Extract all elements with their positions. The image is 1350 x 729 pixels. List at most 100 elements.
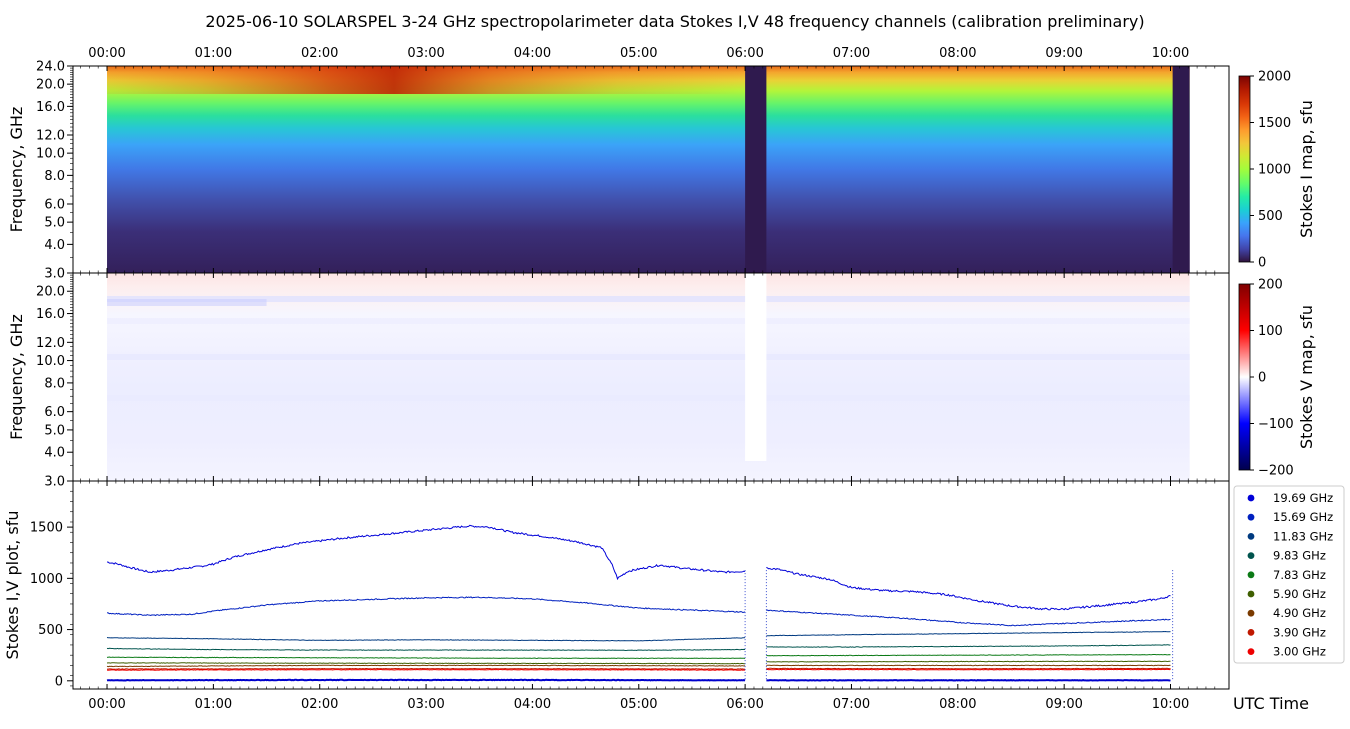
stokes-v-tick-label: 5.0 xyxy=(44,423,65,438)
stokes-i-tick-label: 5.0 xyxy=(44,216,65,231)
stokes-i-colorbar-tick-label: 1000 xyxy=(1258,163,1291,178)
legend-marker xyxy=(1248,629,1255,636)
stokes-v-tick-label: 4.0 xyxy=(44,446,65,461)
line-plot-time-label-bottom: 10:00 xyxy=(1152,697,1189,712)
series-line-11-83-GHz-seg-1 xyxy=(766,632,1170,636)
stokes-i-colorbar-tick-label: 2000 xyxy=(1258,70,1291,85)
legend-marker xyxy=(1248,591,1255,598)
line-plot-time-label-bottom: 00:00 xyxy=(88,697,125,712)
series-line-19-69-GHz-seg-0 xyxy=(107,525,745,579)
stokes-v-band-2 xyxy=(107,395,1190,401)
series-line-3-90-GHz-seg-1 xyxy=(766,668,1170,669)
stokes-i-gap-1 xyxy=(1173,66,1190,273)
stokes-i-gap-0 xyxy=(745,66,766,273)
stokes-v-tick-label: 8.0 xyxy=(44,376,65,391)
stokes-v-colorbar-tick-label: −200 xyxy=(1258,464,1294,479)
legend-entry-label: 7.83 GHz xyxy=(1273,568,1326,582)
series-line-5-90-GHz-seg-0 xyxy=(107,663,745,664)
stokes-i-time-label-top: 02:00 xyxy=(301,46,338,61)
x-axis-label: UTC Time xyxy=(1233,694,1309,713)
stokes-i-colorbar-label: Stokes I map, sfu xyxy=(1297,100,1316,238)
stokes-i-tick-label: 8.0 xyxy=(44,169,65,184)
stokes-v-tick-label: 3.0 xyxy=(44,475,65,490)
stokes-v-y-axis-label: Frequency, GHz xyxy=(7,314,26,440)
chart-title: 2025-06-10 SOLARSPEL 3-24 GHz spectropol… xyxy=(205,12,1144,31)
stokes-i-tick-label: 10.0 xyxy=(36,147,65,162)
legend-marker xyxy=(1248,552,1255,559)
stokes-i-time-label-top: 06:00 xyxy=(726,46,763,61)
stokes-v-tick-label: 10.0 xyxy=(36,354,65,369)
line-plot-y-axis-label: Stokes I,V plot, sfu xyxy=(3,511,22,660)
legend-marker xyxy=(1248,648,1255,655)
stokes-i-tick-label: 24.0 xyxy=(36,60,65,75)
stokes-i-time-label-top: 07:00 xyxy=(833,46,870,61)
stokes-v-tick-label: 20.0 xyxy=(36,285,65,300)
line-plot-time-label-bottom: 02:00 xyxy=(301,697,338,712)
stokes-v-band-3 xyxy=(107,318,1190,324)
legend-marker xyxy=(1248,610,1255,617)
stokes-i-time-label-top: 00:00 xyxy=(88,46,125,61)
line-plot-y-tick-label: 0 xyxy=(55,674,63,689)
stokes-v-colorbar-tick-label: 200 xyxy=(1258,278,1283,293)
series-line-9-83-GHz-seg-1 xyxy=(766,645,1170,647)
stokes-i-tick-label: 12.0 xyxy=(36,129,65,144)
stokes-i-time-label-top: 04:00 xyxy=(514,46,551,61)
series-line-7-83-GHz-seg-1 xyxy=(766,655,1170,656)
legend-marker xyxy=(1248,533,1255,540)
stokes-v-band-0 xyxy=(107,296,1190,302)
legend-marker xyxy=(1248,495,1255,502)
legend-entry-label: 9.83 GHz xyxy=(1273,549,1326,563)
line-plot-time-label-bottom: 07:00 xyxy=(833,697,870,712)
legend-entry-label: 3.90 GHz xyxy=(1273,625,1326,639)
stokes-i-time-label-top: 08:00 xyxy=(939,46,976,61)
line-plot-time-label-bottom: 01:00 xyxy=(195,697,232,712)
stokes-i-y-axis-label: Frequency, GHz xyxy=(7,107,26,233)
legend-entry-label: 15.69 GHz xyxy=(1273,510,1333,524)
stokes-i-tick-label: 6.0 xyxy=(44,198,65,213)
stokes-v-tick-label: 12.0 xyxy=(36,336,65,351)
stokes-i-tick-label: 16.0 xyxy=(36,100,65,115)
series-line-7-83-GHz-seg-0 xyxy=(107,657,745,659)
line-plot-time-label-bottom: 03:00 xyxy=(407,697,444,712)
stokes-i-map-panel: 3.0 4.0 5.0 6.0 8.0 10.0 12.0 16.0 20.0 24.0 Frequ… xyxy=(7,46,1229,282)
stokes-i-time-label-top: 03:00 xyxy=(407,46,444,61)
series-line-3-00-GHz-seg-1 xyxy=(766,669,1170,670)
line-plot-y-tick-label: 500 xyxy=(38,623,63,638)
stokes-i-tick-label: 3.0 xyxy=(44,267,65,282)
stokes-i-time-label-top: 01:00 xyxy=(195,46,232,61)
stokes-i-time-label-top: 09:00 xyxy=(1045,46,1082,61)
series-line-stokes-v-seg-0 xyxy=(107,680,745,681)
stokes-i-tick-label: 4.0 xyxy=(44,238,65,253)
stokes-i-heatmap xyxy=(107,66,1190,273)
legend-entry-label: 4.90 GHz xyxy=(1273,606,1326,620)
series-line-5-90-GHz-seg-1 xyxy=(766,661,1170,662)
stokes-v-gap xyxy=(745,273,766,461)
line-plot-time-label-bottom: 09:00 xyxy=(1045,697,1082,712)
stokes-i-colorbar-tick-label: 500 xyxy=(1258,209,1283,224)
series-line-4-90-GHz-seg-0 xyxy=(107,665,745,667)
stokes-i-time-label-top: 05:00 xyxy=(620,46,657,61)
series-line-19-69-GHz-seg-1 xyxy=(766,567,1170,610)
series-line-3-90-GHz-seg-0 xyxy=(107,669,745,670)
stokes-i-time-label-top: 10:00 xyxy=(1152,46,1189,61)
stokes-v-colorbar xyxy=(1239,284,1250,470)
stokes-v-colorbar-label: Stokes V map, sfu xyxy=(1297,305,1316,449)
line-plot-time-label-bottom: 04:00 xyxy=(514,697,551,712)
stokes-v-map-panel: 3.04.05.06.08.010.012.016.020.0Frequency… xyxy=(7,273,1229,490)
stokes-i-tick-label: 20.0 xyxy=(36,78,65,93)
line-plot-time-label-bottom: 06:00 xyxy=(726,697,763,712)
legend-entry-label: 5.90 GHz xyxy=(1273,587,1326,601)
stokes-i-colorbar-tick-label: 1500 xyxy=(1258,116,1291,131)
stokes-v-heatmap xyxy=(107,273,1190,481)
stokes-v-colorbar-tick-label: −100 xyxy=(1258,417,1294,432)
stokes-v-colorbar-tick-label: 0 xyxy=(1258,371,1266,386)
stokes-v-tick-label: 6.0 xyxy=(44,405,65,420)
legend-entry-label: 11.83 GHz xyxy=(1273,529,1333,543)
line-plot-time-label-bottom: 05:00 xyxy=(620,697,657,712)
series-line-15-69-GHz-seg-1 xyxy=(766,610,1170,626)
